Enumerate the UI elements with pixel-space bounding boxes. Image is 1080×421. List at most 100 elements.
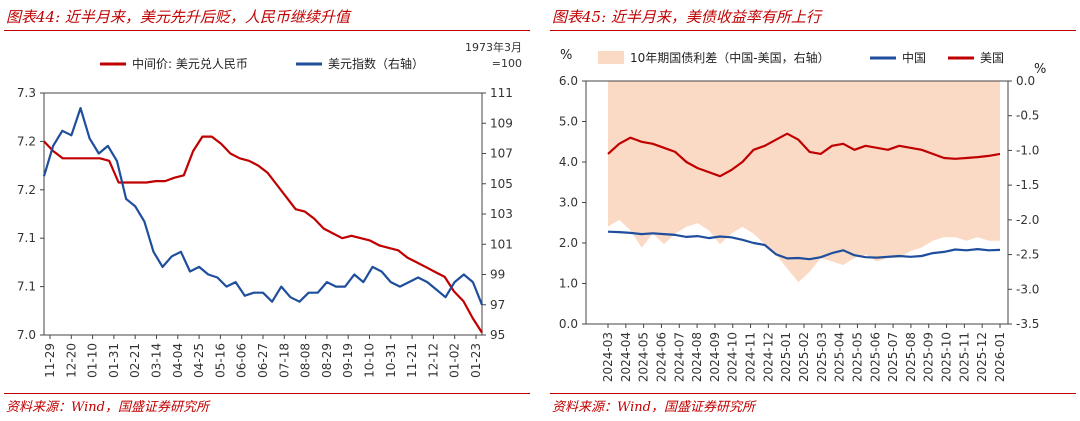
right-y-tick-label: 109 <box>490 116 513 130</box>
right-y-tick-label: 95 <box>490 328 505 342</box>
right-y-unit: % <box>1034 62 1046 77</box>
left-y-tick-label: 5.0 <box>559 115 578 129</box>
legend-label: 美元指数（右轴） <box>328 56 424 71</box>
x-tick-label: 2025-06 <box>868 332 882 382</box>
x-tick-label: 06-06 <box>235 343 249 378</box>
left-y-tick-label: 7.3 <box>17 86 36 100</box>
x-tick-label: 02-21 <box>128 343 142 378</box>
left-y-tick-label: 7.2 <box>17 134 36 148</box>
x-tick-label: 2025-09 <box>922 332 936 382</box>
legend-label: 中国 <box>902 50 926 65</box>
x-tick-label: 2024-09 <box>708 332 722 382</box>
right-chart-svg: %%0.01.02.03.04.05.06.0-3.5-3.0-2.5-2.0-… <box>559 48 1046 382</box>
right-y-tick-label: 103 <box>490 207 513 221</box>
series-line-cny-midprice <box>43 135 483 334</box>
right-y-tick-label: 0.0 <box>1016 74 1035 88</box>
right-source-rule <box>550 393 1076 394</box>
x-tick-label: 2024-03 <box>601 332 615 382</box>
left-plot-frame <box>43 92 483 336</box>
x-tick-label: 01-31 <box>107 343 121 378</box>
x-tick-label: 11-21 <box>405 343 419 378</box>
right-y-tick-label: -1.0 <box>1016 143 1039 157</box>
x-tick-label: 10-31 <box>384 343 398 378</box>
x-tick-label: 2024-07 <box>672 332 686 382</box>
x-tick-label: 2025-02 <box>797 332 811 382</box>
left-y-tick-label: 7.2 <box>17 183 36 197</box>
x-tick-label: 08-08 <box>299 343 313 378</box>
x-tick-label: 01-02 <box>448 343 462 378</box>
right-chart-caption: 图表45: 近半月来，美债收益率有所上行 <box>552 8 821 26</box>
right-y-tick-label: 97 <box>490 298 505 312</box>
x-tick-label: 2025-04 <box>833 332 847 382</box>
right-y-tick-label: 107 <box>490 147 513 161</box>
right-y-tick-label: -3.5 <box>1016 317 1039 331</box>
right-chart-panel: 图表45: 近半月来，美债收益率有所上行 %% 0.0 1.0 2.0 3.0 4.0 5.… <box>546 0 1080 421</box>
x-tick-label: 2024-10 <box>726 332 740 382</box>
left-y-tick-label: 0.0 <box>559 317 578 331</box>
right-y-tick-label: 99 <box>490 268 505 282</box>
x-tick-label: 08-29 <box>320 343 334 378</box>
x-tick-label: 10-10 <box>363 343 377 378</box>
x-tick-label: 04-04 <box>171 343 185 378</box>
x-tick-label: 03-14 <box>150 343 164 378</box>
x-tick-label: 05-16 <box>213 343 227 378</box>
left-chart-svg: 7.0 7.1 7.1 7.2 7.2 7.3 95 97 99 101 103 105 107 109 1… <box>17 40 522 378</box>
x-tick-label: 2025-11 <box>957 332 971 382</box>
x-tick-label: 2024-08 <box>690 332 704 382</box>
left-y-tick-label: 7.1 <box>17 231 36 245</box>
x-tick-label: 2024-05 <box>637 332 651 382</box>
right-y-tick-label: 101 <box>490 237 513 251</box>
series-area-spread <box>608 81 1000 283</box>
left-y-tick-label: 7.1 <box>17 280 36 294</box>
x-tick-label: 04-25 <box>192 343 206 378</box>
series-line-dollar-index <box>42 106 484 306</box>
left-y-tick-label: 4.0 <box>559 155 578 169</box>
left-y-unit: % <box>560 48 572 63</box>
x-tick-label: 2024-12 <box>761 332 775 382</box>
x-tick-label: 2025-10 <box>940 332 954 382</box>
left-chart-source: 资料来源：Wind，国盛证券研究所 <box>6 400 209 415</box>
x-tick-label: 01-10 <box>86 343 100 378</box>
x-tick-label: 2025-12 <box>975 332 989 382</box>
x-tick-label: 07-18 <box>277 343 291 378</box>
series-line-us-yield <box>607 132 1001 178</box>
series-line-china-yield <box>607 230 1001 261</box>
right-chart-source: 资料来源：Wind，国盛证券研究所 <box>552 400 755 415</box>
right-y-tick-label: -2.0 <box>1016 213 1039 227</box>
legend-label: 10年期国债利差（中国-美国，右轴） <box>630 50 830 65</box>
x-tick-label: 2024-06 <box>654 332 668 382</box>
right-y-tick-label: -0.5 <box>1016 109 1039 123</box>
right-y-tick-label: 111 <box>490 86 513 100</box>
left-y-tick-label: 3.0 <box>559 196 578 210</box>
x-tick-label: 12-20 <box>64 343 78 378</box>
x-tick-label: 11-29 <box>43 343 57 378</box>
right-y-tick-label: -3.0 <box>1016 282 1039 296</box>
x-tick-label: 12-12 <box>426 343 440 378</box>
x-tick-label: 2025-08 <box>904 332 918 382</box>
left-y-tick-label: 6.0 <box>559 74 578 88</box>
x-tick-label: 2025-03 <box>815 332 829 382</box>
x-tick-label: 2024-11 <box>744 332 758 382</box>
left-y-tick-label: 1.0 <box>559 277 578 291</box>
right-caption-rule <box>550 30 1076 31</box>
right-axis-note: 1973年3月 <box>465 40 522 54</box>
x-tick-label: 2025-07 <box>886 332 900 382</box>
legend-label: 美国 <box>980 51 1004 65</box>
left-chart-panel: 图表44: 近半月来，美元先升后贬，人民币继续升值 7.0 7.1 7.1 7.2 7.… <box>0 0 534 421</box>
x-tick-label: 2026-01 <box>993 332 1007 382</box>
legend-label: 中间价: 美元兑人民币 <box>132 56 248 71</box>
left-y-tick-label: 2.0 <box>559 236 578 250</box>
left-chart-caption: 图表44: 近半月来，美元先升后贬，人民币继续升值 <box>6 8 350 26</box>
right-y-tick-label: 105 <box>490 177 513 191</box>
x-tick-label: 2024-04 <box>619 332 633 382</box>
left-caption-rule <box>4 30 530 31</box>
left-source-rule <box>4 393 530 394</box>
left-y-tick-label: 7.0 <box>17 328 36 342</box>
right-y-tick-label: -2.5 <box>1016 248 1039 262</box>
x-tick-label: 06-27 <box>256 343 270 378</box>
x-tick-label: 01-23 <box>469 343 483 378</box>
x-tick-label: 2025-01 <box>779 332 793 382</box>
x-tick-label: 09-19 <box>341 343 355 378</box>
right-axis-note: =100 <box>492 57 522 70</box>
right-y-tick-label: -1.5 <box>1016 178 1039 192</box>
